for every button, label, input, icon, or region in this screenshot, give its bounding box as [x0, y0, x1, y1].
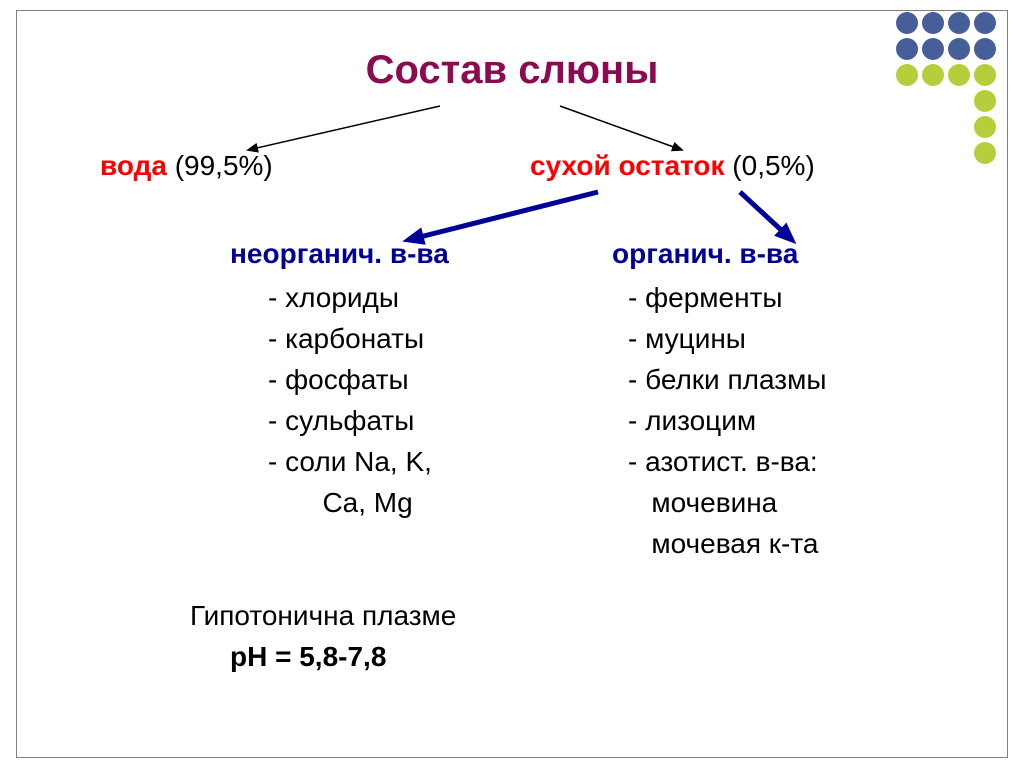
decor-dot — [974, 116, 996, 138]
decor-dot — [974, 12, 996, 34]
decor-dot — [922, 12, 944, 34]
dry-label: сухой остаток — [530, 150, 725, 181]
water-percent: (99,5%) — [167, 150, 273, 181]
decor-dot — [948, 12, 970, 34]
footer-line-2: рН = 5,8-7,8 — [230, 641, 386, 673]
organic-item: - лизоцим — [628, 405, 756, 437]
decor-dot — [896, 12, 918, 34]
inorganic-item: - фосфаты — [268, 364, 409, 396]
organic-item: мочевая к-та — [628, 528, 818, 560]
node-dry-residue: сухой остаток (0,5%) — [530, 150, 815, 182]
organic-item: - муцины — [628, 323, 746, 355]
organic-item: - белки плазмы — [628, 364, 826, 396]
organic-item: - азотист. в-ва: — [628, 446, 818, 478]
organic-item: мочевина — [628, 487, 777, 519]
water-label: вода — [100, 150, 167, 181]
heading-inorganic: неорганич. в-ва — [230, 238, 449, 270]
organic-item: - ферменты — [628, 282, 783, 314]
inorganic-item: - карбонаты — [268, 323, 424, 355]
inorganic-item: - сульфаты — [268, 405, 414, 437]
decor-dot — [974, 90, 996, 112]
slide-border — [16, 10, 1008, 758]
footer-line-1: Гипотонична плазме — [190, 600, 456, 632]
inorganic-item: - соли Na, K, — [268, 446, 432, 478]
inorganic-item: - хлориды — [268, 282, 399, 314]
slide: Состав слюны вода (99,5%) сухой остаток … — [0, 0, 1024, 768]
inorganic-item: Ca, Mg — [268, 487, 413, 519]
heading-organic: органич. в-ва — [612, 238, 798, 270]
node-water: вода (99,5%) — [100, 150, 273, 182]
decor-dot — [974, 142, 996, 164]
slide-title: Состав слюны — [0, 48, 1024, 93]
dry-percent: (0,5%) — [725, 150, 815, 181]
